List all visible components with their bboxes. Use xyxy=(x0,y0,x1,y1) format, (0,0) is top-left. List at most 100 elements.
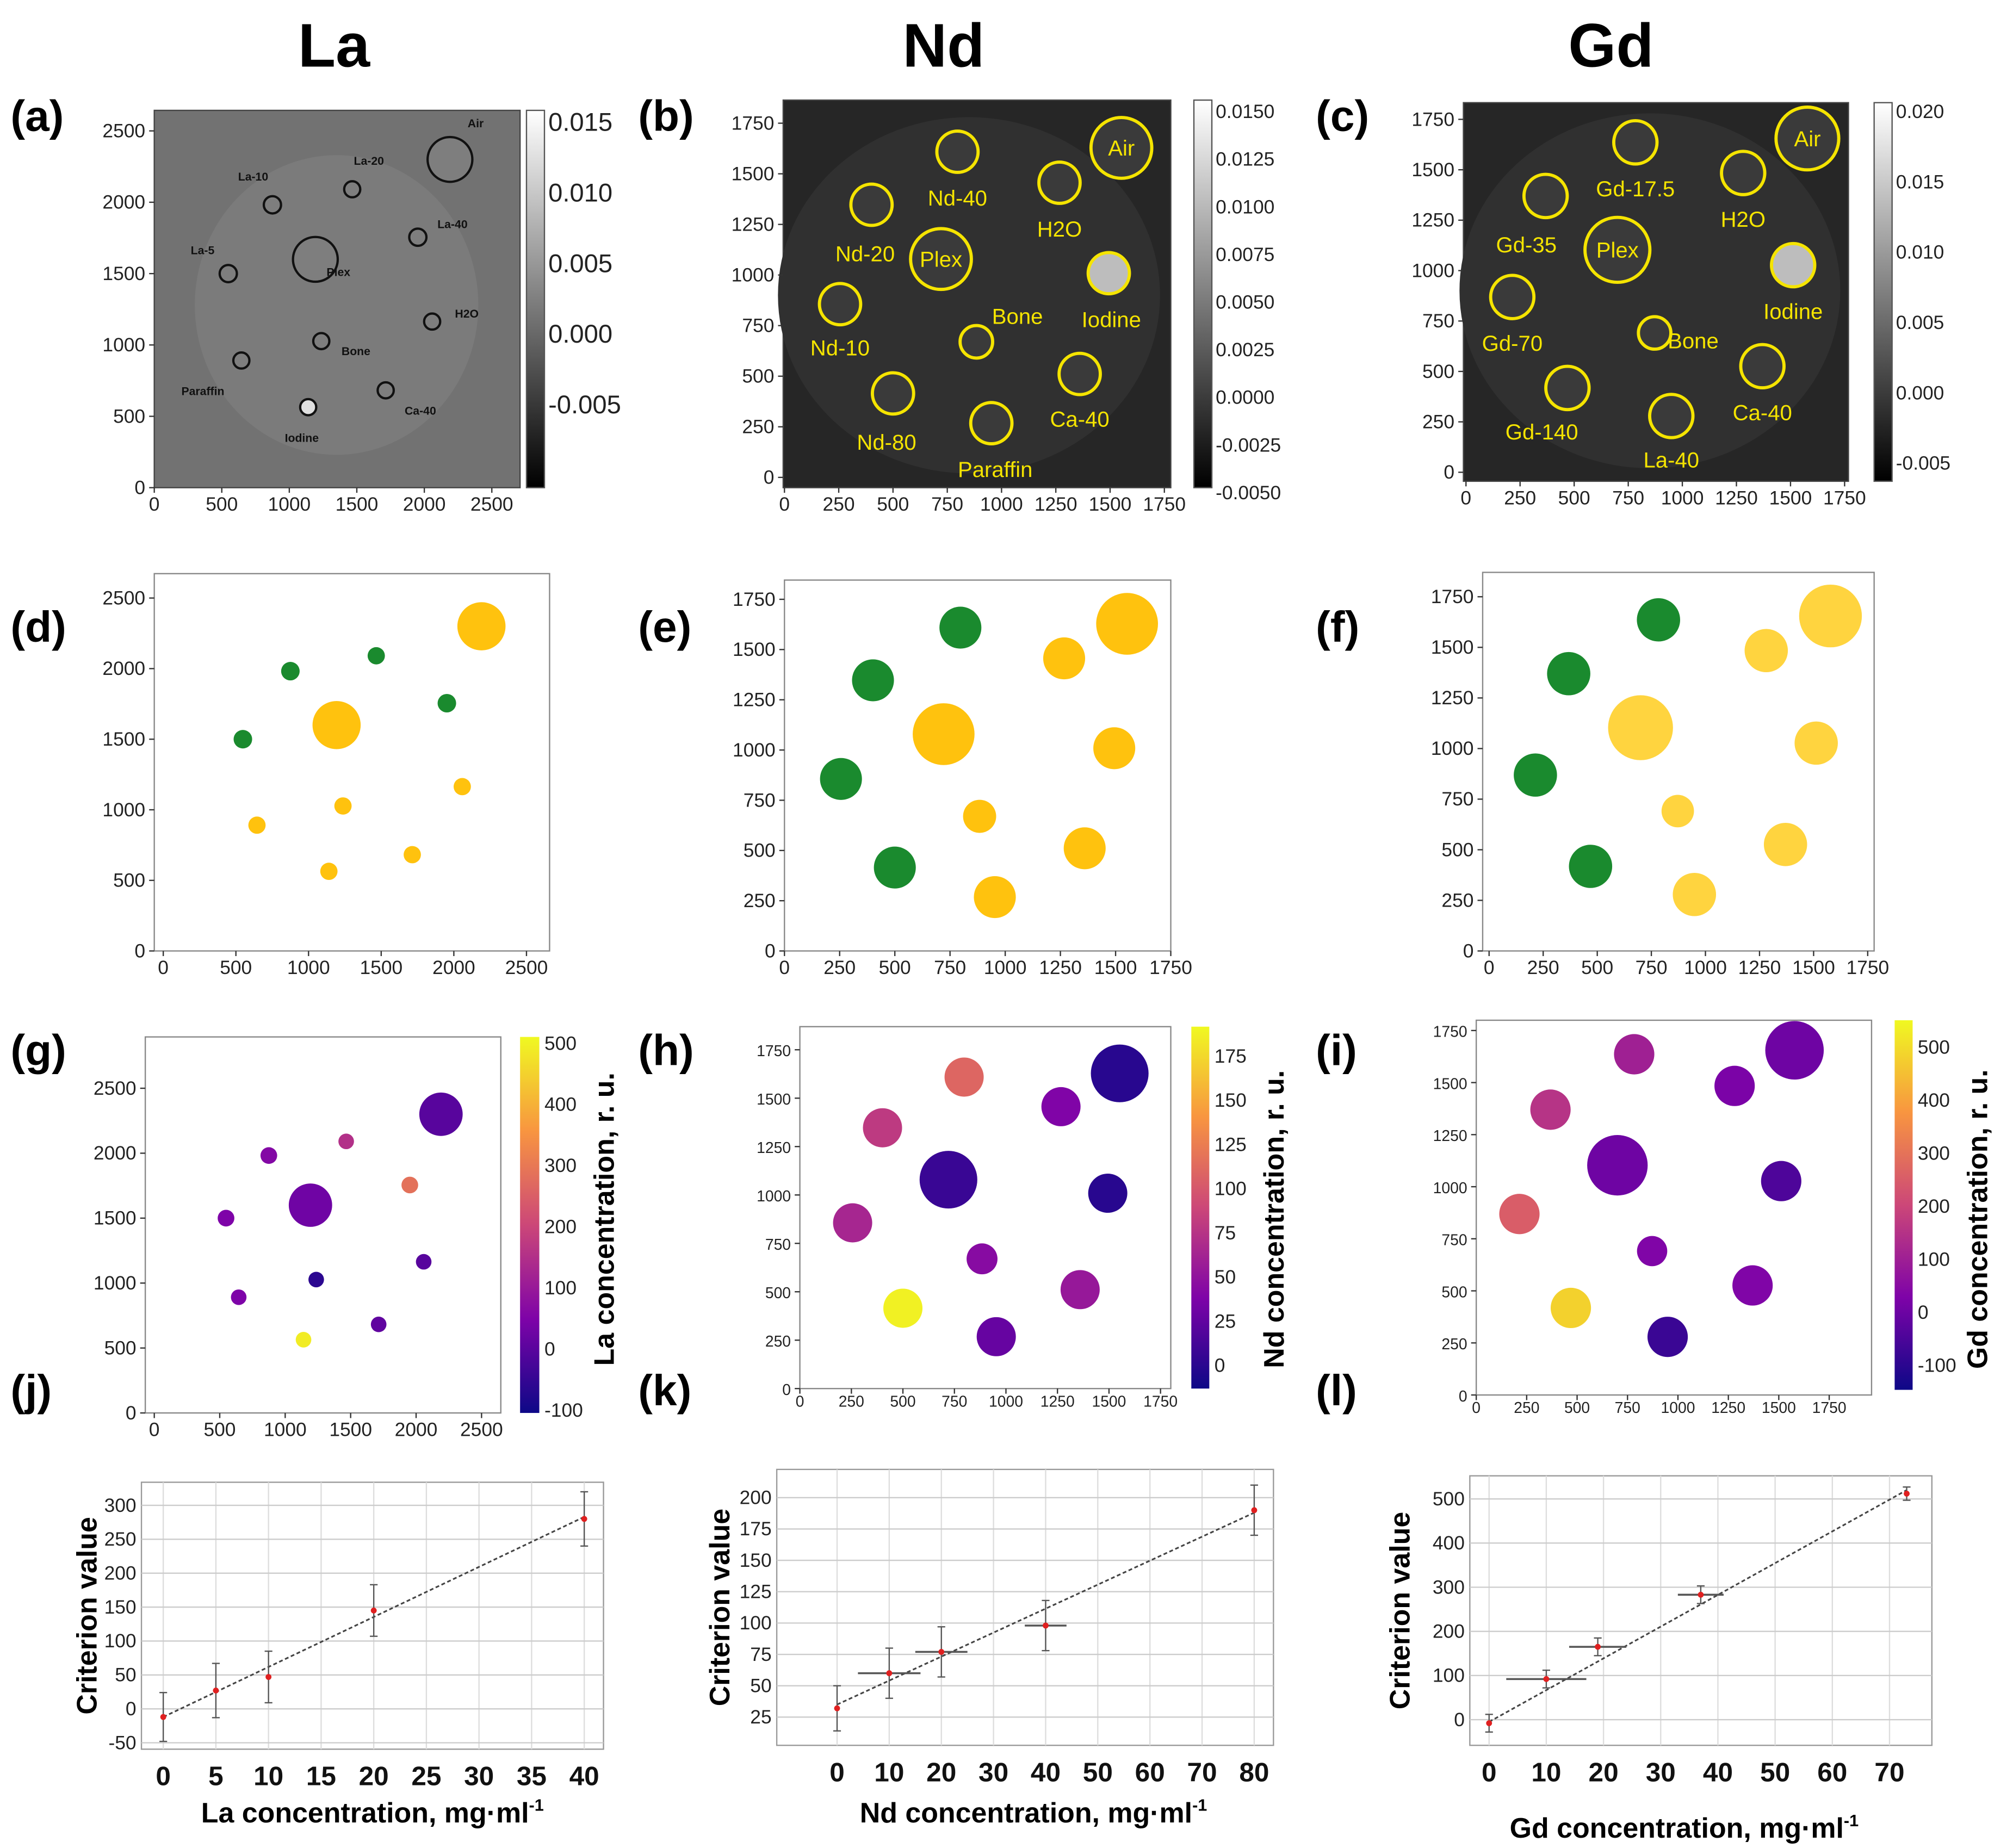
insert-label: La-5 xyxy=(191,245,215,257)
ct-colorbar xyxy=(1873,102,1893,482)
x-tick-label: 0 xyxy=(1472,1399,1481,1416)
y-tick-label: 2000 xyxy=(102,192,145,213)
reference-insert-mark xyxy=(1763,823,1807,866)
y-tick-label: 2500 xyxy=(94,1078,137,1099)
x-tick-label: 1000 xyxy=(1661,1399,1695,1416)
insert-label: Plex xyxy=(920,247,962,271)
reference-insert-mark xyxy=(312,700,361,749)
insert-roi xyxy=(1720,150,1767,196)
insert-roi xyxy=(1089,116,1154,180)
insert-roi xyxy=(299,398,318,417)
concentration-colorbar xyxy=(1894,1020,1913,1390)
concentration-insert-mark xyxy=(1587,1135,1648,1196)
colorbar-tick-label: 0.0025 xyxy=(1216,339,1274,361)
insert-roi xyxy=(958,324,994,360)
y-tick-label: 0 xyxy=(782,1381,791,1398)
concentration-insert-mark xyxy=(967,1243,998,1275)
x-tick-label: 1000 xyxy=(287,957,330,978)
insert-label: La-40 xyxy=(437,219,467,231)
y-tick-label: 1000 xyxy=(102,334,145,356)
phantom-body xyxy=(195,155,479,455)
insert-label: Bone xyxy=(992,305,1043,328)
reference-insert-mark xyxy=(1673,872,1717,916)
calibration-plot: 0 10 20 30 40 50 60 70 80 25 50 75 100 125 150 175 200 Nd… xyxy=(704,1468,1274,1829)
x-tick-label: 250 xyxy=(823,957,856,978)
insert-label: Nd-20 xyxy=(835,242,895,266)
panel-label: (h) xyxy=(638,1026,693,1075)
x-tick-label: 1500 xyxy=(1792,957,1835,978)
data-point xyxy=(1043,1622,1049,1629)
x-tick-label: 1750 xyxy=(1143,1392,1178,1410)
reference-insert-mark xyxy=(334,797,352,815)
x-tick-label: 1000 xyxy=(989,1392,1023,1410)
colorbar-tick-label: -100 xyxy=(1918,1355,1956,1376)
x-tick-label: 0 xyxy=(1482,1757,1497,1787)
y-tick-label: 1000 xyxy=(1433,1179,1467,1196)
x-tick-label: 2500 xyxy=(505,957,548,978)
reference-insert-mark xyxy=(974,876,1016,919)
concentration-insert-mark xyxy=(1550,1287,1591,1329)
x-axis-label-superscript: -1 xyxy=(529,1796,544,1815)
y-tick-label: 0 xyxy=(765,940,776,962)
data-point xyxy=(938,1648,945,1655)
panel-label: (d) xyxy=(10,603,66,652)
x-tick-label: 30 xyxy=(978,1757,1008,1787)
x-tick-label: 30 xyxy=(1646,1757,1676,1787)
insert-label: H2O xyxy=(1721,208,1766,232)
insert-roi xyxy=(1637,315,1673,351)
x-axis-label-superscript: -1 xyxy=(1192,1796,1207,1815)
x-tick-label: 1750 xyxy=(1149,957,1192,978)
y-tick-label: 1500 xyxy=(1433,1075,1467,1092)
reference-insert-mark xyxy=(1744,629,1788,673)
fit-line xyxy=(1489,1489,1907,1723)
x-tick-label: 40 xyxy=(569,1760,599,1791)
x-tick-label: 0 xyxy=(1484,957,1495,978)
concentration-map-panel: 0 250 500 750 1000 1250 1500 175002505007501000… xyxy=(1433,1019,1993,1416)
x-tick-label: 1250 xyxy=(1738,957,1781,978)
y-tick-label: 100 xyxy=(740,1613,772,1634)
reference-insert-mark xyxy=(457,602,506,650)
insert-roi xyxy=(1522,172,1569,220)
insert-label: Air xyxy=(468,117,484,130)
x-tick-label: 500 xyxy=(1558,487,1590,508)
concentration-insert-mark xyxy=(833,1203,872,1243)
colorbar-tick-label: 25 xyxy=(1215,1311,1236,1332)
colorbar-label: Nd concentration, r. u. xyxy=(1259,1070,1290,1368)
y-tick-label: 750 xyxy=(1441,789,1473,810)
insert-label: Gd-70 xyxy=(1482,332,1543,356)
y-tick-label: 500 xyxy=(104,1337,137,1359)
ct-image-panel: Air Nd-40 H2O Nd-20 Plex Iodine Nd-10 Bone Ca-40… xyxy=(732,99,1281,515)
x-tick-label: 1500 xyxy=(1094,957,1137,978)
reference-insert-mark xyxy=(404,846,421,864)
y-tick-label: 500 xyxy=(765,1284,791,1301)
colorbar-tick-label: 0.005 xyxy=(1896,312,1944,333)
x-tick-label: 40 xyxy=(1703,1757,1733,1787)
y-tick-label: 0 xyxy=(126,1403,137,1424)
concentration-insert-mark xyxy=(976,1317,1016,1356)
x-tick-label: 250 xyxy=(1514,1399,1539,1416)
concentration-insert-mark xyxy=(1732,1265,1773,1306)
reference-insert-mark xyxy=(1093,727,1136,770)
x-axis-label: La concentration, mg·ml-1 xyxy=(201,1796,544,1829)
insert-label: Ca-40 xyxy=(405,405,436,418)
x-tick-label: 5 xyxy=(208,1760,224,1791)
x-axis-label: Gd concentration, mg·ml-1 xyxy=(1510,1812,1859,1844)
x-tick-label: 250 xyxy=(1504,487,1536,508)
y-tick-label: 1750 xyxy=(733,589,776,610)
y-tick-label: 1500 xyxy=(94,1208,137,1229)
insert-label: La-20 xyxy=(354,155,384,168)
x-tick-label: 1750 xyxy=(1812,1399,1847,1416)
insert-roi xyxy=(1612,119,1659,166)
x-tick-label: 70 xyxy=(1187,1757,1217,1787)
colorbar-tick-label: 0.0100 xyxy=(1216,196,1274,218)
insert-roi xyxy=(1774,106,1841,172)
y-tick-label: 150 xyxy=(104,1597,137,1618)
colorbar-tick-label: 0.0150 xyxy=(1216,101,1274,122)
concentration-insert-mark xyxy=(944,1057,984,1097)
concentration-insert-mark xyxy=(1091,1044,1149,1102)
concentration-insert-mark xyxy=(1499,1194,1540,1235)
contrast-insert-mark xyxy=(1637,598,1680,642)
insert-label: Paraffin xyxy=(958,458,1033,482)
x-tick-label: 1000 xyxy=(1661,487,1704,508)
y-tick-label: 2500 xyxy=(102,587,145,609)
